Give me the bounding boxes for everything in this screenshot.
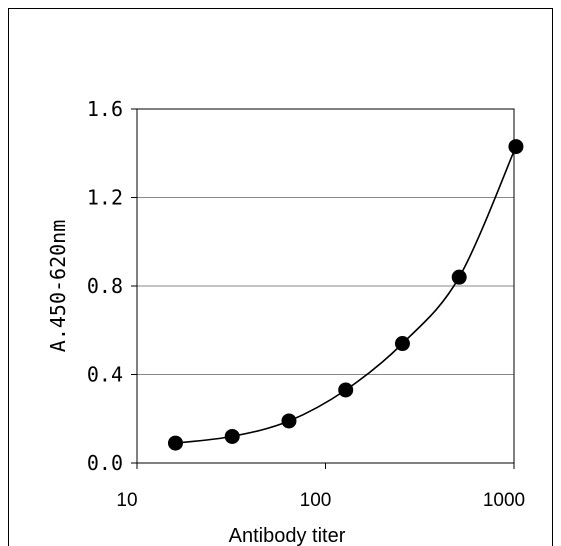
data-point-4: [394, 336, 410, 352]
gridlines: [137, 197, 514, 375]
data-point-2: [281, 413, 297, 429]
x-tick-label-2: 1000: [483, 490, 525, 511]
x-tick-label-0: 10: [116, 490, 137, 511]
x-tick-label-1: 100: [300, 490, 332, 511]
data-point-1: [224, 428, 240, 444]
data-point-5: [451, 269, 467, 285]
x-axis-label: Antibody titer: [229, 525, 346, 546]
y-axis-ticks: 0.0 0.4 0.8 1.2 1.6: [87, 97, 137, 475]
y-tick-label-4: 1.6: [87, 97, 123, 121]
y-tick-label-2: 0.8: [87, 274, 123, 298]
y-tick-label-0: 0.0: [87, 451, 123, 475]
x-axis-ticks: 10 100 1000: [116, 463, 525, 511]
y-tick-label-3: 1.2: [87, 186, 123, 210]
y-axis-label: A.450-620nm: [46, 220, 70, 352]
data-point-0: [167, 435, 183, 451]
chart-frame: [8, 8, 553, 546]
data-point-3: [338, 382, 354, 398]
series-points: [167, 139, 524, 451]
y-tick-label-1: 0.4: [87, 363, 123, 387]
data-point-6: [508, 139, 524, 155]
series-line: [175, 146, 517, 444]
